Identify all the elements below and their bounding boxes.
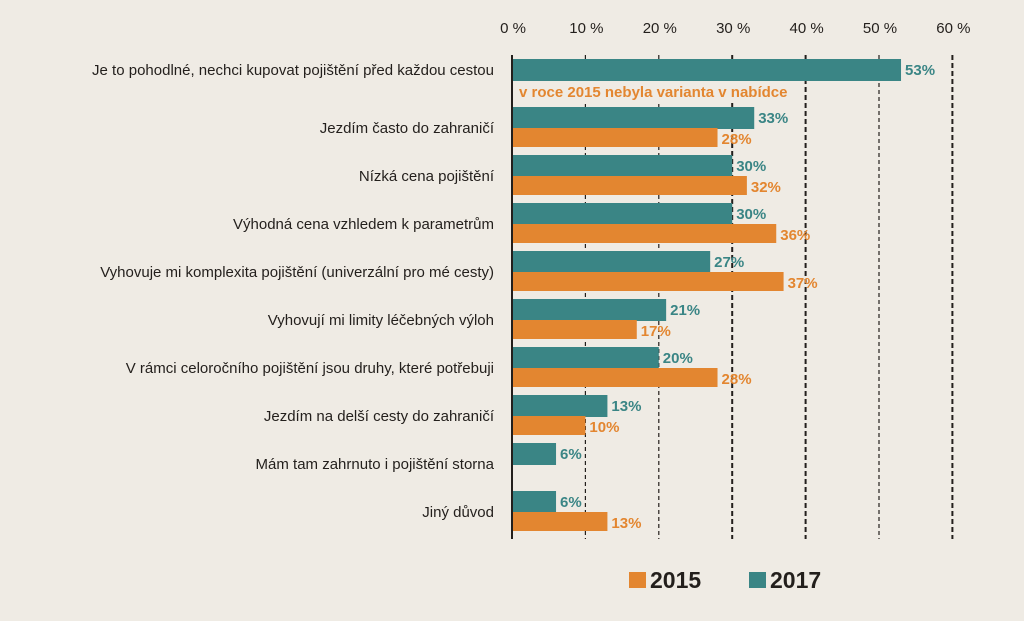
data-label-2015: 37% — [788, 275, 818, 292]
bar-2015 — [512, 512, 608, 531]
category-label: Je to pohodlné, nechci kupovat pojištění… — [92, 62, 494, 79]
x-tick-label: 50 % — [863, 20, 897, 37]
bar-2017 — [512, 299, 667, 321]
bar-2015 — [512, 224, 777, 243]
data-label-2015: 10% — [589, 419, 619, 436]
category-label: Vyhovuje mi komplexita pojištění (univer… — [100, 264, 494, 281]
x-tick-label: 60 % — [936, 20, 970, 37]
annotation-background — [514, 81, 800, 102]
legend-label: 2015 — [650, 567, 701, 593]
x-axis-ticks: 0 % 10 % 20 % 30 % 40 % 50 % 60 % — [500, 20, 970, 37]
bar-2017 — [512, 347, 659, 369]
bar-2015 — [512, 368, 718, 387]
category-label: Výhodná cena vzhledem k parametrům — [233, 216, 494, 233]
data-label-2015: 36% — [780, 227, 810, 244]
category-label: Mám tam zahrnuto i pojištění storna — [256, 456, 495, 473]
legend-swatch-2015 — [629, 572, 646, 588]
bar-2017 — [512, 155, 733, 177]
category-label: Vyhovují mi limity léčebných výloh — [268, 312, 494, 329]
bar-2017 — [512, 251, 711, 273]
x-tick-label: 0 % — [500, 20, 526, 37]
category-label: Nízká cena pojištění — [359, 168, 495, 185]
data-label-2017: 30% — [736, 206, 766, 223]
annotation-text: v roce 2015 nebyla varianta v nabídce — [519, 84, 787, 101]
data-label-2015: 13% — [611, 515, 641, 532]
bar-2017 — [512, 203, 733, 225]
bar-2015 — [512, 320, 637, 339]
bar-2017 — [512, 107, 755, 129]
x-tick-label: 30 % — [716, 20, 750, 37]
data-label-2015: 17% — [641, 323, 671, 340]
bar-2017 — [512, 395, 608, 417]
data-label-2017: 6% — [560, 446, 582, 463]
data-label-2017: 30% — [736, 158, 766, 175]
x-tick-label: 10 % — [569, 20, 603, 37]
data-label-2017: 6% — [560, 494, 582, 511]
bar-2017 — [512, 491, 557, 513]
bar-2015 — [512, 416, 586, 435]
legend-swatch-2017 — [749, 572, 766, 588]
bars: 53% 33% 28% 30% 32% 30% 36% 27% 37% 21% 17% 20% 28% 1… — [512, 59, 935, 532]
bar-2017 — [512, 443, 557, 465]
category-label: Jezdím na delší cesty do zahraničí — [264, 408, 495, 425]
bar-2015 — [512, 128, 718, 147]
data-label-2017: 13% — [611, 398, 641, 415]
category-label: Jiný důvod — [422, 504, 494, 521]
bar-2015 — [512, 272, 784, 291]
data-label-2017: 53% — [905, 62, 935, 79]
data-label-2015: 28% — [722, 131, 752, 148]
legend: 2015 2017 — [629, 567, 821, 593]
data-label-2017: 21% — [670, 302, 700, 319]
x-tick-label: 20 % — [643, 20, 677, 37]
data-label-2017: 27% — [714, 254, 744, 271]
annotation: v roce 2015 nebyla varianta v nabídce — [514, 81, 800, 102]
bar-2015 — [512, 176, 747, 195]
category-label: Jezdím často do zahraničí — [320, 120, 495, 137]
data-label-2017: 33% — [758, 110, 788, 127]
data-label-2015: 28% — [722, 371, 752, 388]
legend-label: 2017 — [770, 567, 821, 593]
bar-2017 — [512, 59, 902, 81]
data-label-2015: 32% — [751, 179, 781, 196]
x-tick-label: 40 % — [789, 20, 823, 37]
data-label-2017: 20% — [663, 350, 693, 367]
category-label: V rámci celoročního pojištění jsou druhy… — [126, 360, 494, 377]
category-labels: Je to pohodlné, nechci kupovat pojištění… — [92, 62, 495, 521]
